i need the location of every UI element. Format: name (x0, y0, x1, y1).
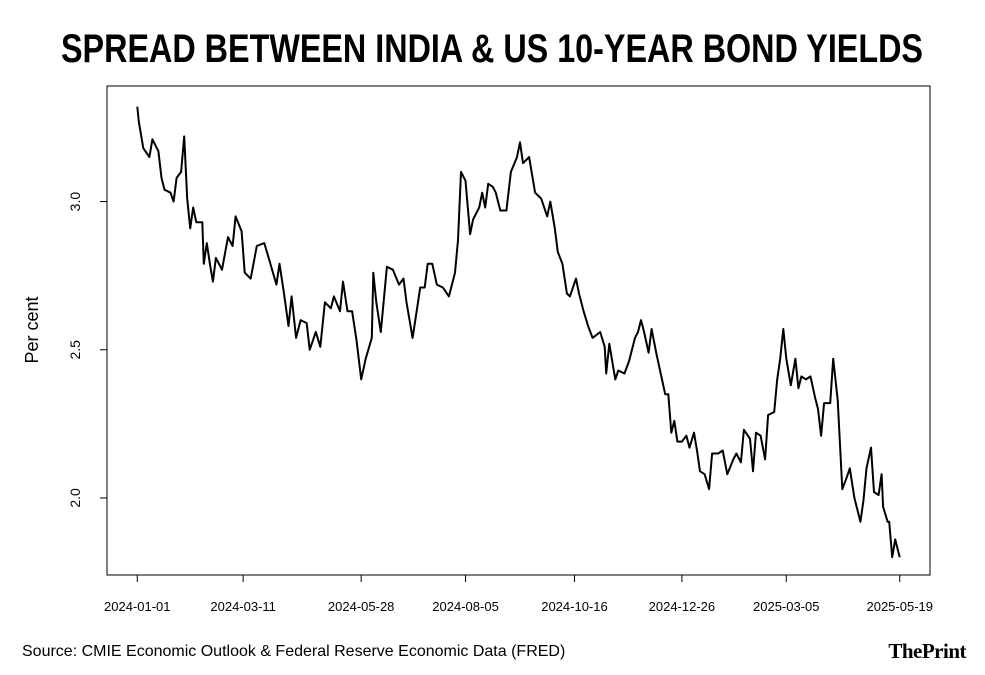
brand-logo: ThePrint (888, 639, 966, 663)
x-tick-label: 2024-03-11 (210, 599, 276, 614)
x-tick-label: 2024-10-16 (541, 599, 608, 614)
x-tick-label: 2025-03-05 (753, 599, 820, 614)
y-tick-label: 2.0 (67, 488, 83, 508)
x-tick-label: 2025-05-19 (866, 599, 933, 614)
y-tick-label: 2.5 (67, 340, 83, 360)
x-tick-label: 2024-08-05 (432, 599, 499, 614)
source-note: Source: CMIE Economic Outlook & Federal … (22, 643, 565, 660)
chart-title: SPREAD BETWEEN INDIA & US 10-YEAR BOND Y… (61, 27, 923, 71)
x-tick-label: 2024-01-01 (104, 599, 171, 614)
plot-frame (106, 85, 931, 576)
x-tick-label: 2024-05-28 (328, 599, 395, 614)
y-axis-label: Per cent (22, 296, 42, 363)
x-tick-label: 2024-12-26 (649, 599, 716, 614)
data-line (136, 106, 901, 559)
y-tick-label: 3.0 (67, 192, 83, 212)
